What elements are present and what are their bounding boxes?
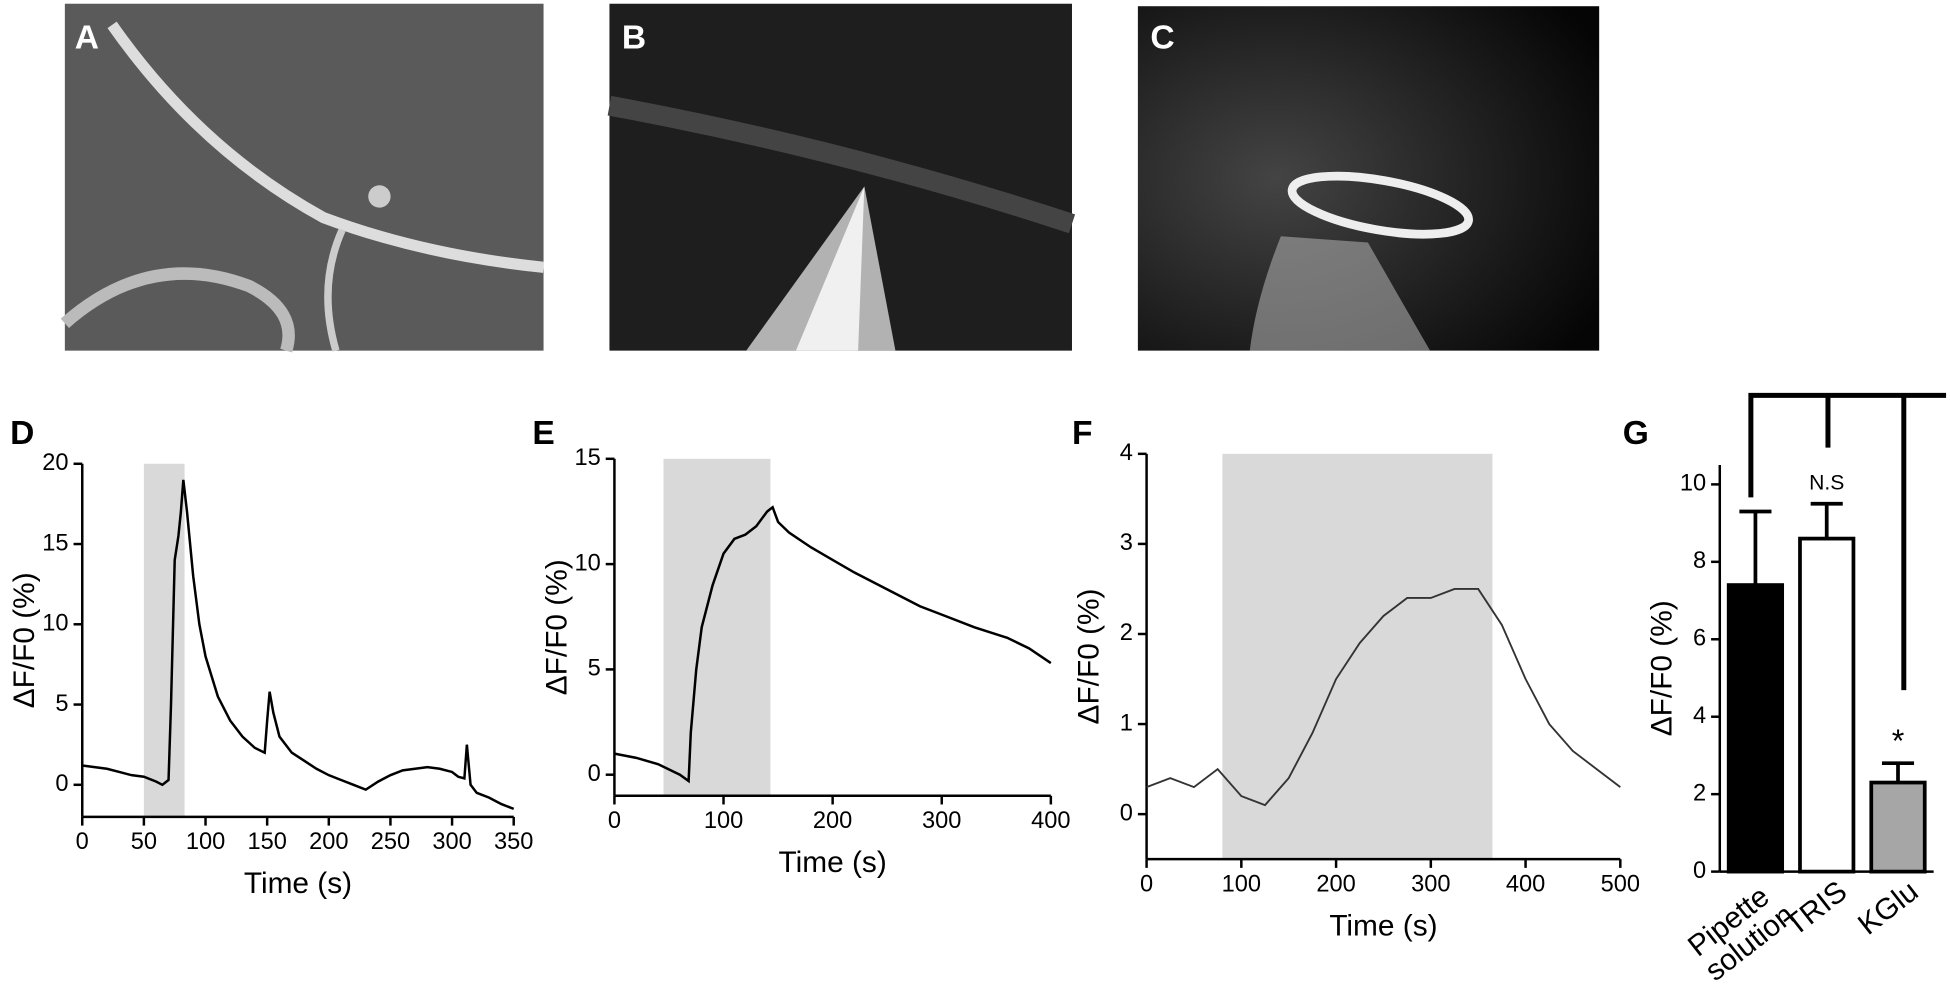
y-tick-label: 15: [574, 445, 600, 471]
stimulus-shade: [663, 458, 771, 796]
panel-label: A: [75, 20, 99, 57]
x-tick-label: 200: [1316, 872, 1355, 898]
x-tick-label: 150: [247, 829, 286, 855]
y-tick-label: 10: [42, 611, 68, 637]
x-tick-label: 350: [494, 829, 533, 855]
panel-label: B: [622, 20, 646, 57]
bar: [1869, 780, 1927, 874]
panel-label: E: [532, 415, 554, 452]
y-tick-label: 10: [574, 550, 600, 576]
image-c: C: [1137, 6, 1600, 351]
x-tick-label: 0: [1140, 872, 1153, 898]
panel-label: F: [1072, 415, 1093, 452]
x-tick-label: 400: [1506, 872, 1545, 898]
panel-label: G: [1623, 415, 1649, 452]
bar: [1726, 583, 1785, 874]
y-tick-label: 8: [1693, 548, 1706, 574]
x-tick-label: 0: [76, 829, 89, 855]
y-tick-label: 15: [42, 530, 68, 556]
y-tick-label: 5: [55, 691, 68, 717]
x-axis-label: Time (s): [244, 867, 352, 900]
panel-label: C: [1150, 20, 1174, 57]
x-tick-label: 0: [608, 808, 621, 834]
x-tick-label: 200: [813, 808, 852, 834]
y-tick-label: 2: [1693, 780, 1706, 806]
y-tick-label: 10: [1680, 471, 1706, 497]
y-axis-label: ΔF/F0 (%): [1073, 589, 1106, 725]
y-tick-label: 4: [1120, 440, 1133, 466]
x-tick-label: 500: [1601, 872, 1640, 898]
stimulus-shade: [143, 463, 185, 817]
image-b: B: [607, 3, 1076, 351]
y-tick-label: 2: [1120, 620, 1133, 646]
y-tick-label: 4: [1693, 703, 1706, 729]
x-tick-label: 250: [371, 829, 410, 855]
error-bar: [1739, 509, 1772, 586]
stimulus-shade: [1222, 453, 1493, 860]
y-tick-label: 0: [55, 771, 68, 797]
error-bar: [1810, 501, 1843, 539]
y-tick-label: 0: [1120, 800, 1133, 826]
bar: [1798, 536, 1856, 874]
trace: [82, 479, 515, 811]
x-tick-label: 300: [1411, 872, 1450, 898]
annotation: N.S: [1809, 471, 1844, 494]
x-tick-label: 200: [309, 829, 348, 855]
y-tick-label: 1: [1120, 710, 1133, 736]
annotation: *: [1892, 723, 1905, 759]
y-tick-label: 3: [1120, 530, 1133, 556]
y-axis-label: ΔF/F0 (%): [8, 572, 41, 708]
x-tick-label: 50: [131, 829, 157, 855]
y-axis-label: ΔF/F0 (%): [1646, 600, 1679, 736]
x-tick-label: KGlu: [1852, 875, 1925, 942]
bracket: [1748, 392, 1947, 691]
x-tick-label: 100: [704, 808, 743, 834]
x-tick-label: 300: [432, 829, 471, 855]
error-bar: [1881, 761, 1915, 783]
trace: [614, 505, 1052, 784]
y-tick-label: 5: [588, 656, 601, 682]
y-tick-label: 0: [1693, 858, 1706, 884]
x-axis-label: Time (s): [779, 846, 887, 879]
x-tick-label: TRIS: [1779, 875, 1853, 943]
x-tick-label: 400: [1031, 808, 1070, 834]
image-a: A: [60, 3, 545, 353]
y-tick-label: 20: [42, 450, 68, 476]
x-tick-label: 300: [922, 808, 961, 834]
panel-label: D: [10, 415, 34, 452]
x-tick-label: 100: [1222, 872, 1261, 898]
trace: [1146, 588, 1621, 807]
y-tick-label: 0: [588, 761, 601, 787]
y-tick-label: 6: [1693, 626, 1706, 652]
x-tick-label: Pipette solution: [1681, 875, 1801, 986]
x-axis-label: Time (s): [1329, 909, 1437, 942]
x-tick-label: 100: [186, 829, 225, 855]
y-axis-label: ΔF/F0 (%): [540, 559, 573, 695]
